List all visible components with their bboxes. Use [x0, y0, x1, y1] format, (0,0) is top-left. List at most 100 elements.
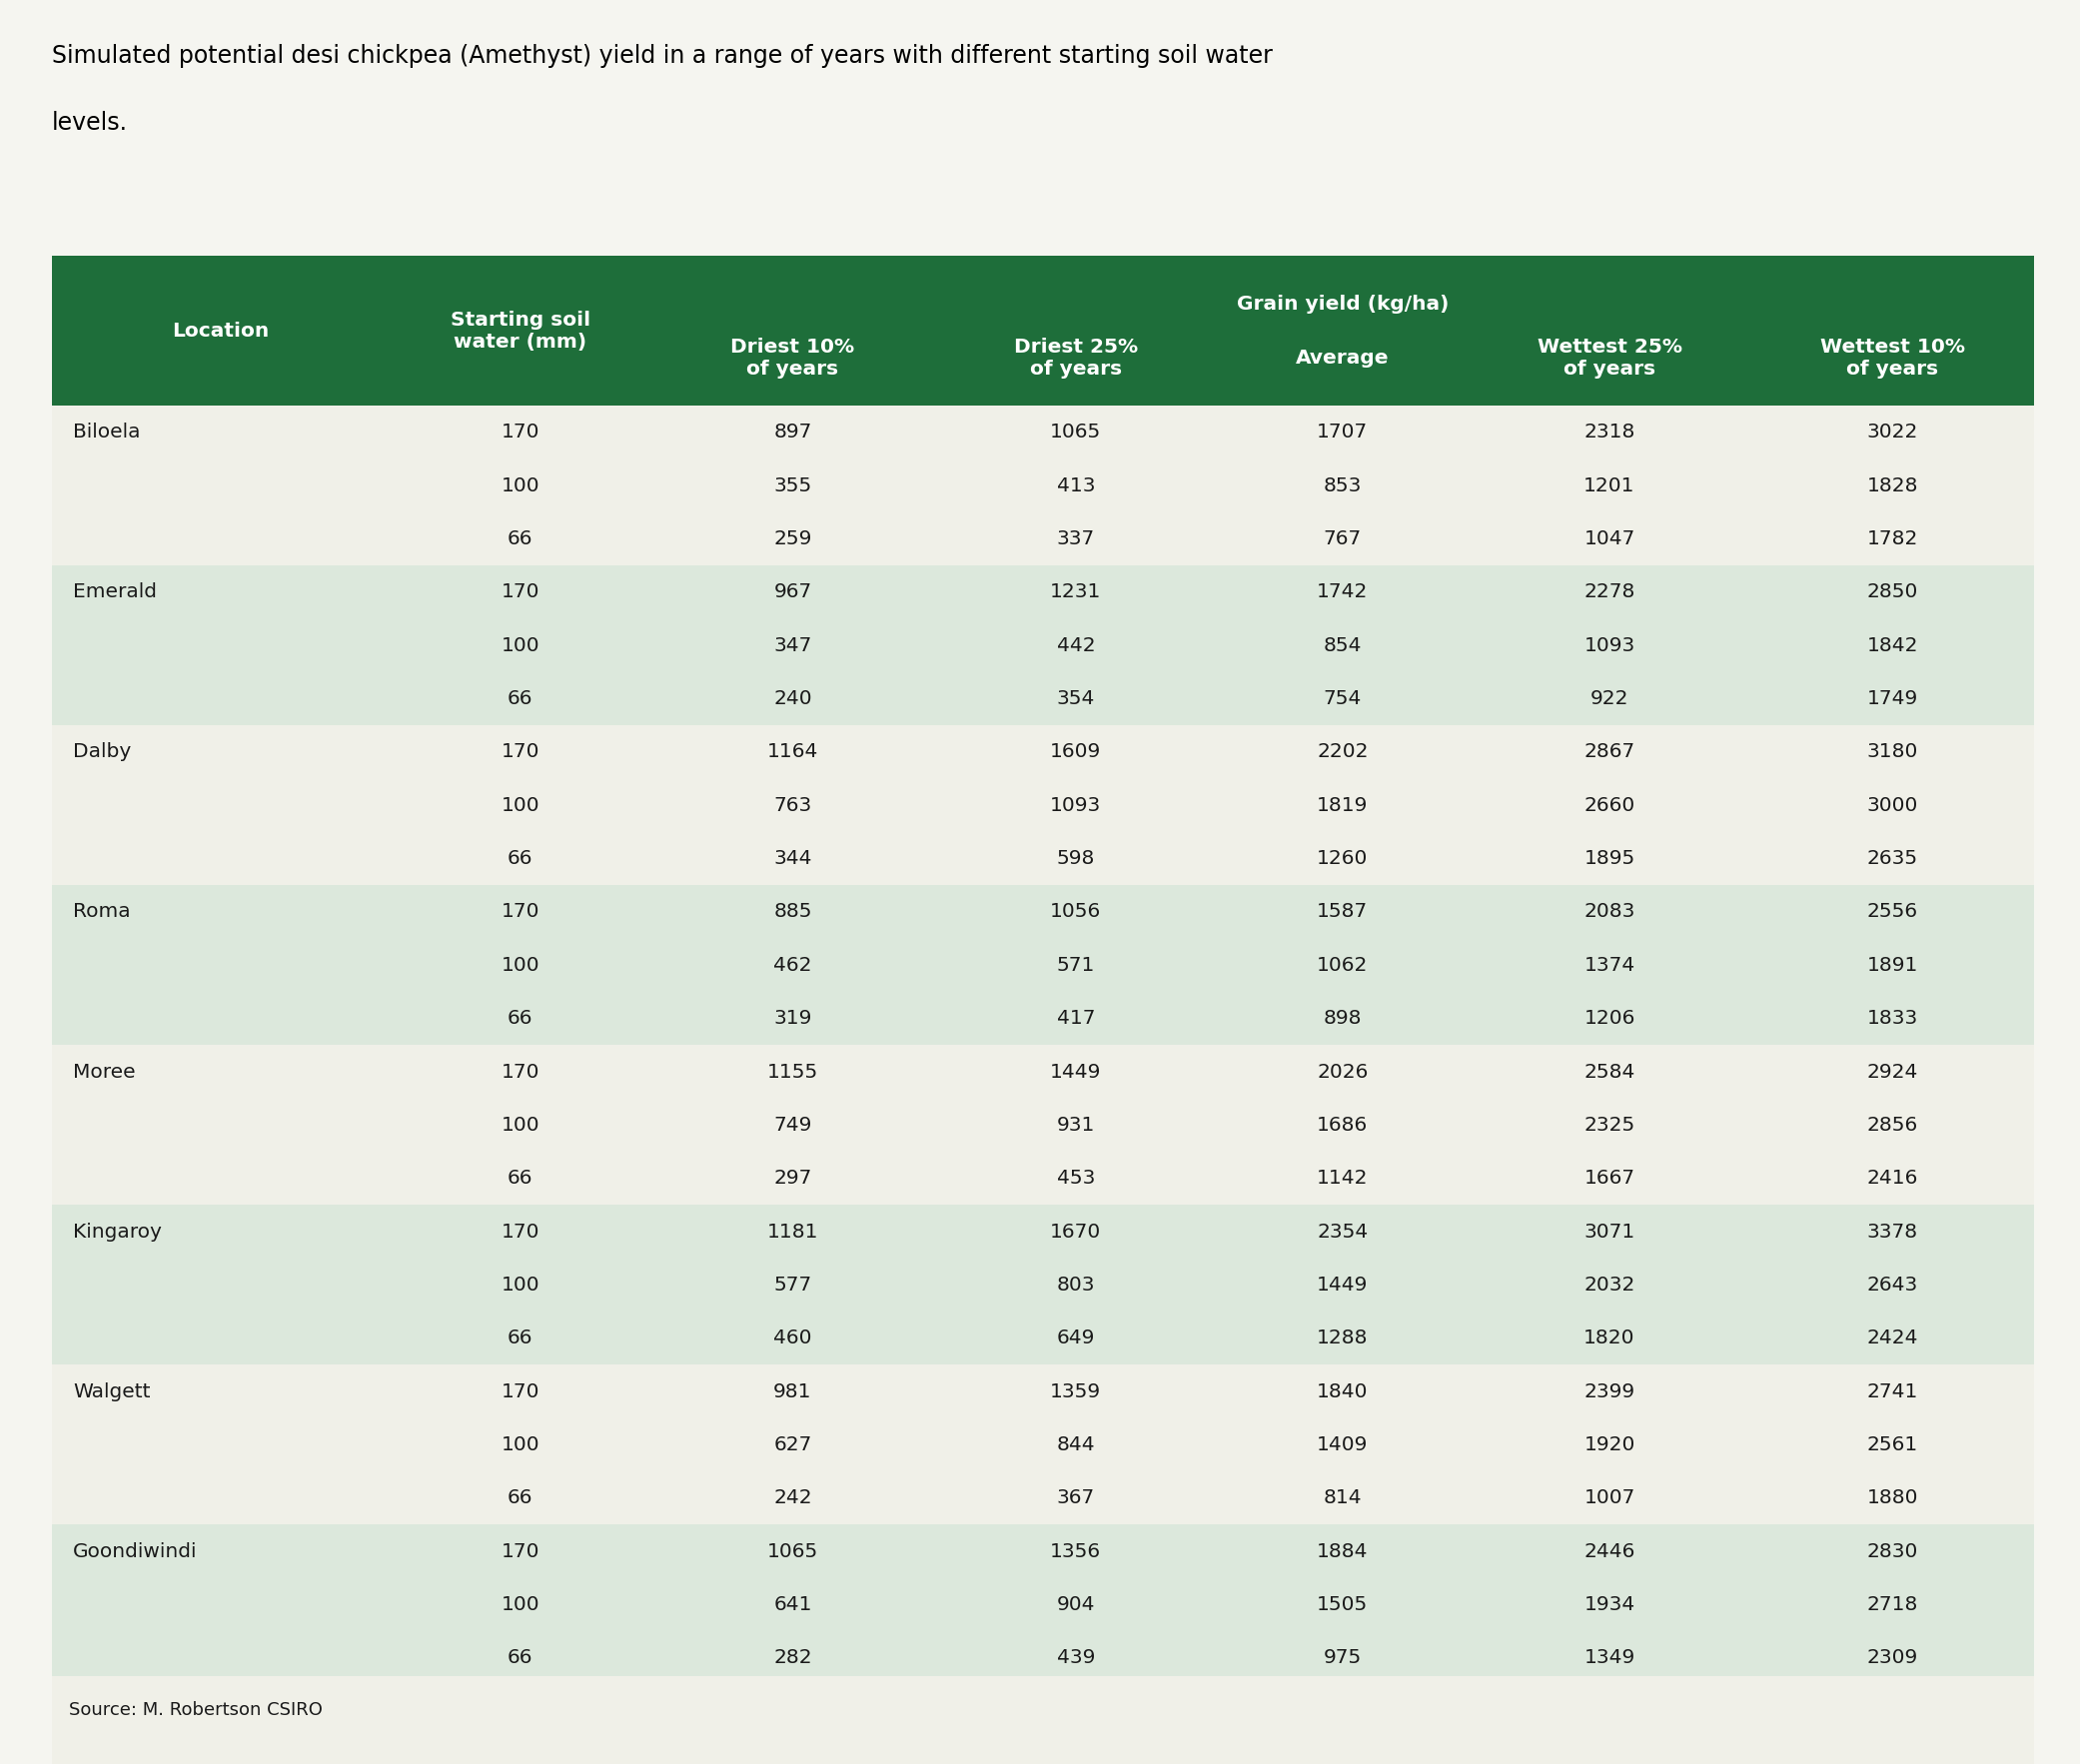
- Text: 1201: 1201: [1583, 476, 1635, 496]
- Text: 1260: 1260: [1317, 848, 1369, 868]
- Text: 2424: 2424: [1868, 1328, 1918, 1348]
- Text: 367: 367: [1057, 1489, 1094, 1508]
- Text: 1749: 1749: [1868, 690, 1918, 709]
- Text: 1181: 1181: [768, 1222, 817, 1242]
- Text: 2399: 2399: [1585, 1381, 1635, 1401]
- Text: 854: 854: [1323, 637, 1362, 654]
- Text: 3022: 3022: [1868, 423, 1918, 441]
- Text: 66: 66: [508, 1009, 532, 1028]
- Text: Wettest 10%
of years: Wettest 10% of years: [1820, 337, 1966, 377]
- Text: 170: 170: [501, 582, 539, 602]
- Text: 2635: 2635: [1868, 848, 1918, 868]
- Text: 100: 100: [501, 476, 539, 496]
- Text: Goondiwindi: Goondiwindi: [73, 1542, 198, 1561]
- Text: 1880: 1880: [1868, 1489, 1918, 1508]
- Text: 1840: 1840: [1317, 1381, 1369, 1401]
- Text: Dalby: Dalby: [73, 743, 131, 762]
- Text: 170: 170: [501, 1222, 539, 1242]
- Text: 1056: 1056: [1050, 903, 1102, 921]
- Text: 319: 319: [774, 1009, 811, 1028]
- Text: 417: 417: [1057, 1009, 1094, 1028]
- Text: 2643: 2643: [1868, 1275, 1918, 1295]
- Text: 259: 259: [774, 529, 811, 549]
- Text: 66: 66: [508, 529, 532, 549]
- Text: 749: 749: [774, 1115, 811, 1134]
- Text: 1047: 1047: [1583, 529, 1635, 549]
- Text: 1670: 1670: [1050, 1222, 1102, 1242]
- Text: 66: 66: [508, 848, 532, 868]
- Text: 100: 100: [501, 637, 539, 654]
- Text: 1895: 1895: [1583, 848, 1635, 868]
- Text: 1609: 1609: [1050, 743, 1102, 762]
- Text: Driest 25%
of years: Driest 25% of years: [1013, 337, 1138, 377]
- Text: 1007: 1007: [1583, 1489, 1635, 1508]
- Text: 240: 240: [774, 690, 811, 709]
- Text: Emerald: Emerald: [73, 582, 156, 602]
- Text: 100: 100: [501, 1436, 539, 1454]
- Text: 66: 66: [508, 690, 532, 709]
- Text: Wettest 25%
of years: Wettest 25% of years: [1537, 337, 1683, 377]
- Text: 853: 853: [1323, 476, 1362, 496]
- Text: 1062: 1062: [1317, 956, 1369, 975]
- Text: 1349: 1349: [1583, 1649, 1635, 1667]
- Text: 1833: 1833: [1868, 1009, 1918, 1028]
- Text: 1934: 1934: [1583, 1595, 1635, 1614]
- Text: 170: 170: [501, 743, 539, 762]
- Text: Location: Location: [173, 321, 270, 340]
- Text: 2032: 2032: [1583, 1275, 1635, 1295]
- Text: 1093: 1093: [1583, 637, 1635, 654]
- Text: 2856: 2856: [1868, 1115, 1918, 1134]
- Text: 2561: 2561: [1868, 1436, 1918, 1454]
- Text: 2924: 2924: [1868, 1062, 1918, 1081]
- Text: 1449: 1449: [1050, 1062, 1102, 1081]
- Text: 1842: 1842: [1868, 637, 1918, 654]
- Text: 2660: 2660: [1583, 796, 1635, 815]
- Text: 2309: 2309: [1868, 1649, 1918, 1667]
- Text: 1164: 1164: [768, 743, 817, 762]
- Text: 1920: 1920: [1583, 1436, 1635, 1454]
- Text: 66: 66: [508, 1328, 532, 1348]
- Text: 2850: 2850: [1868, 582, 1918, 602]
- Text: 337: 337: [1057, 529, 1094, 549]
- Text: 1667: 1667: [1585, 1170, 1635, 1187]
- Text: 814: 814: [1323, 1489, 1362, 1508]
- Text: 413: 413: [1057, 476, 1094, 496]
- Text: 2446: 2446: [1583, 1542, 1635, 1561]
- Text: 1782: 1782: [1868, 529, 1918, 549]
- Text: Kingaroy: Kingaroy: [73, 1222, 162, 1242]
- Text: 627: 627: [774, 1436, 811, 1454]
- Text: 1505: 1505: [1317, 1595, 1369, 1614]
- Text: 1820: 1820: [1583, 1328, 1635, 1348]
- Text: 2556: 2556: [1868, 903, 1918, 921]
- Text: 1155: 1155: [768, 1062, 817, 1081]
- Text: 885: 885: [774, 903, 811, 921]
- Text: 897: 897: [774, 423, 811, 441]
- Text: 803: 803: [1057, 1275, 1094, 1295]
- Text: levels.: levels.: [52, 111, 129, 136]
- Text: 975: 975: [1323, 1649, 1362, 1667]
- Text: 1884: 1884: [1317, 1542, 1369, 1561]
- Text: 442: 442: [1057, 637, 1094, 654]
- Text: Driest 10%
of years: Driest 10% of years: [730, 337, 855, 377]
- Text: 282: 282: [774, 1649, 811, 1667]
- Text: 347: 347: [774, 637, 811, 654]
- Text: 1231: 1231: [1050, 582, 1102, 602]
- Text: Roma: Roma: [73, 903, 131, 921]
- Text: 2026: 2026: [1317, 1062, 1369, 1081]
- Text: 170: 170: [501, 903, 539, 921]
- Text: 2354: 2354: [1317, 1222, 1369, 1242]
- Text: 2325: 2325: [1583, 1115, 1635, 1134]
- Text: 100: 100: [501, 956, 539, 975]
- Text: 2741: 2741: [1868, 1381, 1918, 1401]
- Text: 354: 354: [1057, 690, 1094, 709]
- Text: 170: 170: [501, 1542, 539, 1561]
- Text: 763: 763: [774, 796, 811, 815]
- Text: Walgett: Walgett: [73, 1381, 150, 1401]
- Text: 1356: 1356: [1050, 1542, 1100, 1561]
- Text: Starting soil
water (mm): Starting soil water (mm): [451, 310, 591, 351]
- Text: 981: 981: [774, 1381, 811, 1401]
- Text: 1142: 1142: [1317, 1170, 1369, 1187]
- Text: 767: 767: [1323, 529, 1362, 549]
- Text: 844: 844: [1057, 1436, 1094, 1454]
- Text: 1587: 1587: [1317, 903, 1369, 921]
